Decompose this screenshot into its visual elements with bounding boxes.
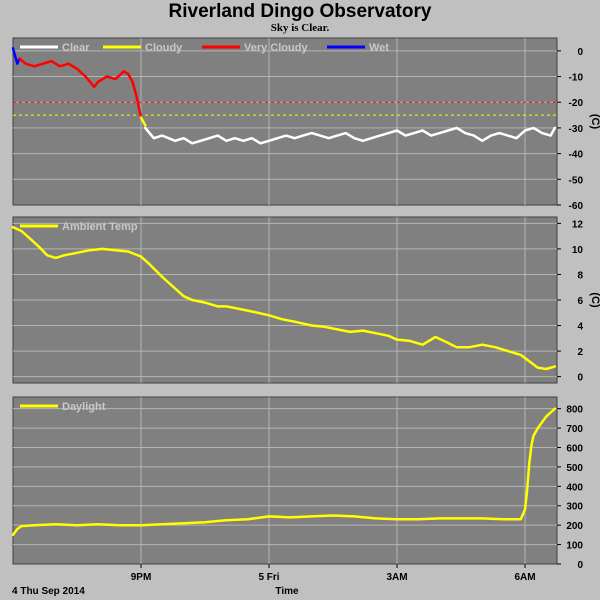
legend-label-ambient-temp: Ambient Temp (62, 221, 138, 233)
x-axis-label: Time (275, 586, 299, 597)
y-tick-label: 0 (577, 373, 583, 384)
series-line-cloudy (139, 116, 147, 127)
y-tick-label: 600 (566, 443, 583, 454)
legend-label-cloudy: Cloudy (145, 42, 183, 54)
y-axis-unit: (C) (589, 114, 600, 130)
y-tick-label: 4 (577, 322, 583, 333)
y-tick-label: -30 (569, 124, 584, 135)
x-tick-label: 9PM (131, 572, 152, 583)
y-tick-label: 2 (577, 347, 583, 358)
y-tick-label: -60 (569, 201, 584, 212)
y-tick-label: 200 (566, 521, 583, 532)
y-tick-label: 300 (566, 502, 583, 513)
series-line-ambient-temp (11, 225, 557, 371)
series-line-wet (11, 47, 21, 65)
y-tick-label: 0 (577, 47, 583, 58)
chart-subtitle: Sky is Clear. (270, 22, 330, 34)
y-axis-unit: (C) (589, 292, 600, 308)
y-tick-label: 10 (572, 245, 584, 256)
y-tick-label: 6 (577, 296, 583, 307)
x-tick-label: 3AM (386, 572, 407, 583)
legend-label-clear: Clear (62, 42, 90, 54)
y-tick-label: 700 (566, 424, 583, 435)
y-tick-label: 800 (566, 405, 583, 416)
y-tick-label: 8 (577, 270, 583, 281)
y-tick-label: -40 (569, 150, 584, 161)
y-tick-label: 100 (566, 541, 583, 552)
y-tick-label: 0 (577, 560, 583, 571)
legend-label-wet: Wet (369, 42, 389, 54)
y-tick-label: -50 (569, 175, 584, 186)
y-tick-label: -10 (569, 73, 584, 84)
plot-area-sky-temperature (12, 37, 558, 206)
y-tick-label: 400 (566, 482, 583, 493)
series-line-daylight (11, 407, 557, 537)
y-tick-label: 12 (572, 219, 584, 230)
series-line-very-cloudy (18, 57, 143, 119)
x-axis-start-date: 4 Thu Sep 2014 (12, 586, 85, 597)
legend-label-daylight: Daylight (62, 401, 106, 413)
series-line-clear (144, 126, 557, 145)
plot-area-daylight (12, 396, 558, 565)
legend-label-very-cloudy: Very Cloudy (244, 42, 308, 54)
x-tick-label: 6AM (514, 572, 535, 583)
y-tick-label: -20 (569, 98, 584, 109)
x-tick-label: 5 Fri (258, 572, 279, 583)
y-tick-label: 500 (566, 463, 583, 474)
chart-title: Riverland Dingo Observatory (168, 1, 432, 22)
